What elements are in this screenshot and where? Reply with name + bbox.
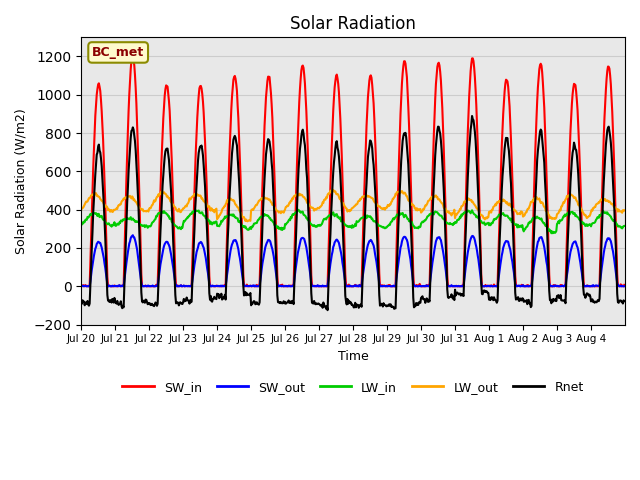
LW_out <box>269 202 276 208</box>
LW_out <box>440 206 448 212</box>
Rnet <box>289 298 296 304</box>
Rnet <box>410 295 417 300</box>
SW_in <box>129 52 137 58</box>
LW_in <box>141 224 148 230</box>
Rnet <box>141 300 148 306</box>
SW_out <box>289 283 297 288</box>
SW_out <box>440 252 447 258</box>
LW_in <box>620 223 628 229</box>
SW_out <box>129 232 137 238</box>
Line: Rnet: Rnet <box>81 116 624 310</box>
Rnet <box>620 298 628 304</box>
SW_in <box>77 283 85 289</box>
SW_in <box>78 283 86 289</box>
LW_out <box>410 203 418 209</box>
LW_in <box>269 218 276 224</box>
SW_out <box>269 246 276 252</box>
LW_in <box>191 207 199 213</box>
LW_in <box>289 211 297 217</box>
Rnet <box>268 160 275 166</box>
LW_in <box>440 216 447 222</box>
LW_out <box>330 187 337 193</box>
SW_in <box>410 283 418 289</box>
SW_in <box>290 283 298 289</box>
Rnet <box>241 291 248 297</box>
SW_in <box>143 283 150 289</box>
LW_in <box>77 223 85 228</box>
LW_in <box>410 223 417 229</box>
Y-axis label: Solar Radiation (W/m2): Solar Radiation (W/m2) <box>15 108 28 254</box>
LW_in <box>241 224 249 229</box>
LW_out <box>620 207 628 213</box>
LW_out <box>244 218 252 224</box>
SW_in <box>620 282 628 288</box>
SW_in <box>269 134 277 140</box>
Rnet <box>440 186 447 192</box>
SW_in <box>440 168 448 173</box>
Title: Solar Radiation: Solar Radiation <box>290 15 416 33</box>
Text: BC_met: BC_met <box>92 46 144 59</box>
LW_out <box>241 216 248 222</box>
LW_out <box>141 208 148 214</box>
SW_out <box>77 283 85 289</box>
SW_out <box>410 281 417 287</box>
LW_in <box>547 230 555 236</box>
SW_out <box>241 283 249 288</box>
Line: LW_in: LW_in <box>81 210 624 233</box>
Rnet <box>324 307 332 313</box>
SW_in <box>243 283 250 289</box>
LW_out <box>77 207 85 213</box>
LW_out <box>289 196 297 202</box>
Rnet <box>77 298 85 303</box>
Line: SW_in: SW_in <box>81 55 624 286</box>
Line: LW_out: LW_out <box>81 190 624 221</box>
Legend: SW_in, SW_out, LW_in, LW_out, Rnet: SW_in, SW_out, LW_in, LW_out, Rnet <box>118 376 589 399</box>
Rnet <box>468 113 476 119</box>
X-axis label: Time: Time <box>338 350 369 363</box>
Line: SW_out: SW_out <box>81 235 624 286</box>
SW_out <box>141 283 149 289</box>
SW_out <box>620 283 628 289</box>
